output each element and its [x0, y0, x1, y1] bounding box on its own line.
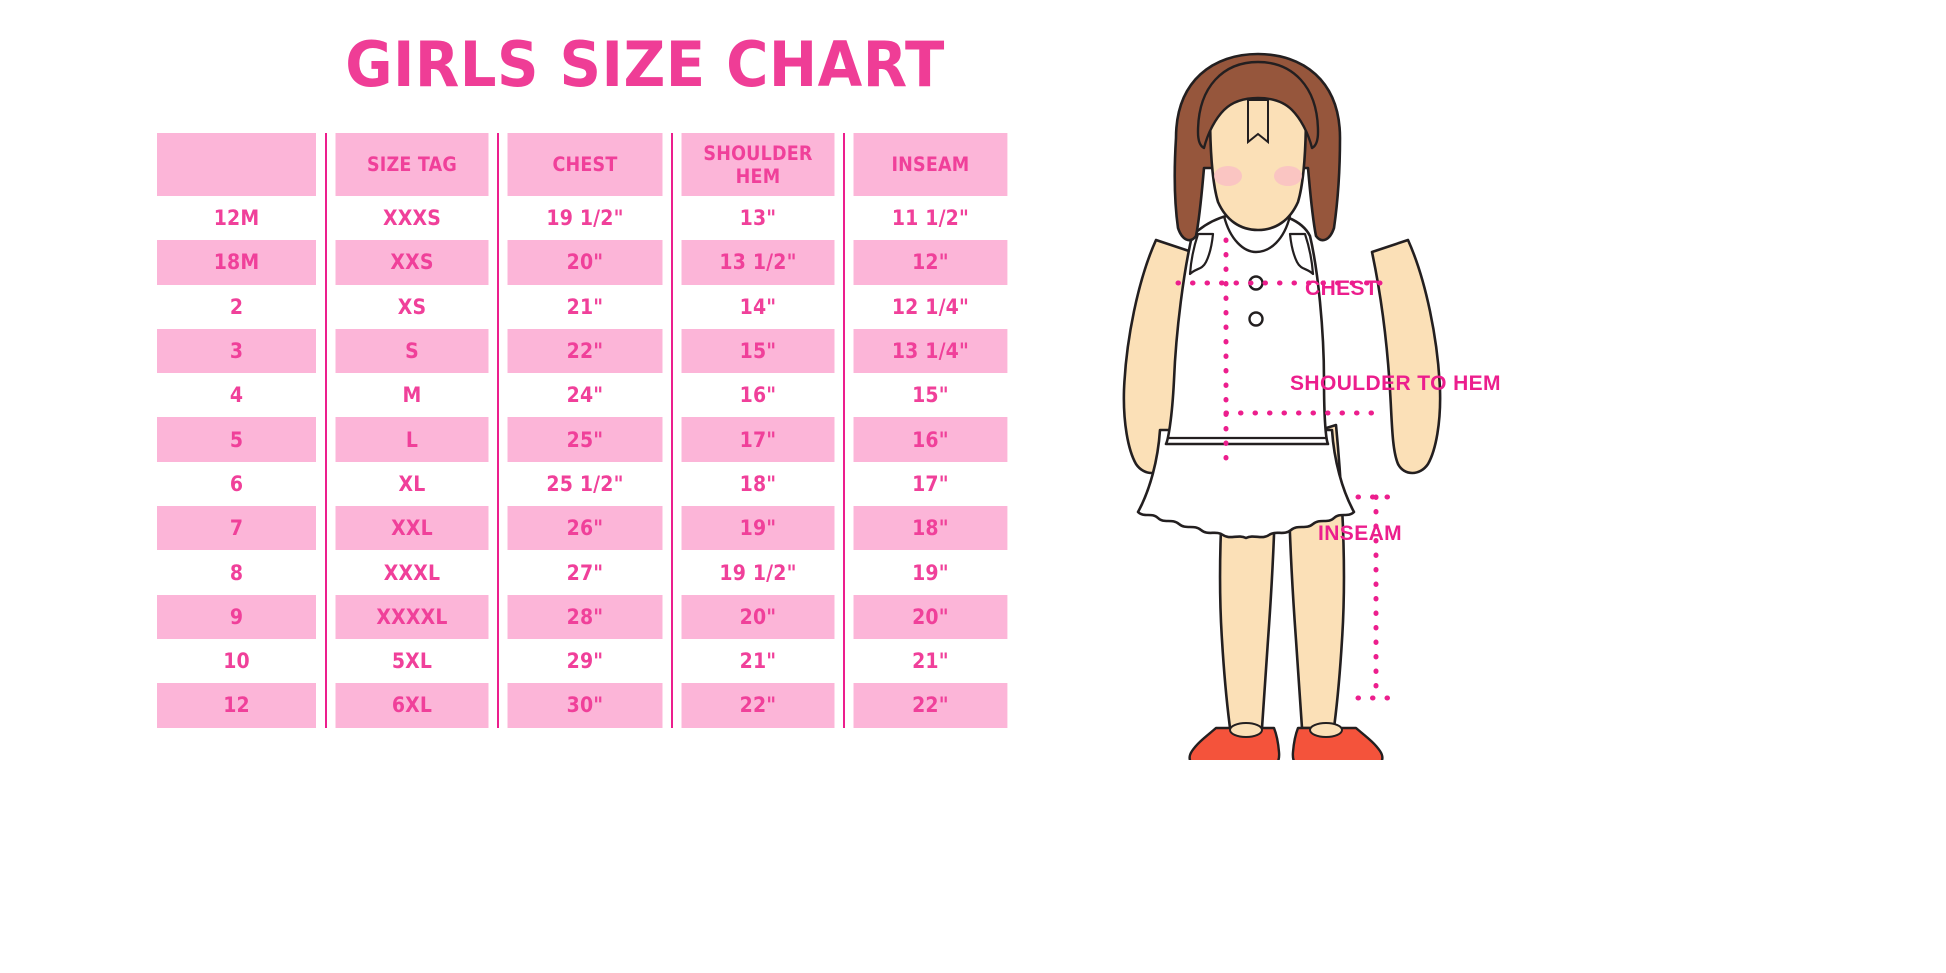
cell-size-tag: XXS [333, 240, 490, 285]
table-row: 6 XL 25 1/2" 18" 17" [148, 461, 1016, 507]
table-row: 12 6XL 30" 22" 22" [148, 683, 1016, 728]
cell-inseam: 12 1/4" [851, 284, 1008, 329]
cell-chest: 28" [505, 594, 664, 639]
table-row: 2 XS 21" 14" 12 1/4" [148, 284, 1016, 329]
cell-inseam: 21" [851, 638, 1008, 684]
column-header-size-tag: SIZE TAG [333, 133, 490, 196]
cell-inseam: 12" [851, 240, 1008, 285]
girl-figure-illustration [1080, 40, 1946, 771]
cell-chest: 29" [505, 638, 664, 684]
cell-size: 10 [156, 638, 318, 684]
cell-size: 3 [156, 328, 318, 374]
cell-size: 12M [156, 196, 318, 241]
table-header: SIZE TAG CHEST SHOULDER HEM INSEAM [148, 133, 1016, 196]
cell-size: 9 [156, 594, 318, 639]
label-inseam: INSEAM [1318, 522, 1403, 545]
cell-size-tag: S [333, 328, 490, 374]
size-chart-table-container: SIZE TAG CHEST SHOULDER HEM INSEAM 12M XXXS 1… [148, 133, 1016, 728]
cell-shoulder-hem: 16" [679, 373, 836, 418]
cell-shoulder-hem: 19 1/2" [679, 550, 836, 595]
cell-inseam: 19" [851, 550, 1008, 595]
cell-inseam: 22" [851, 683, 1008, 728]
cell-shoulder-hem: 14" [679, 284, 836, 329]
table-row: 9 XXXXL 28" 20" 20" [148, 594, 1016, 639]
arms-group [1122, 238, 1442, 475]
cell-shoulder-hem: 22" [679, 683, 836, 728]
cell-chest: 27" [505, 550, 664, 595]
cell-chest: 30" [505, 683, 664, 728]
cell-chest: 19 1/2" [505, 196, 664, 241]
cell-inseam: 11 1/2" [851, 196, 1008, 241]
cell-shoulder-hem: 20" [679, 594, 836, 639]
cell-chest: 24" [505, 373, 664, 418]
cell-inseam: 17" [851, 461, 1008, 507]
column-header-shoulder-hem: SHOULDER HEM [679, 133, 836, 196]
cell-size-tag: XXXS [333, 196, 490, 241]
cell-shoulder-hem: 15" [679, 328, 836, 374]
cell-size: 12 [156, 683, 318, 728]
table-row: 3 S 22" 15" 13 1/4" [148, 328, 1016, 374]
cell-size-tag: XS [333, 284, 490, 329]
column-header-chest: CHEST [505, 133, 664, 196]
cell-inseam: 16" [851, 417, 1008, 462]
top-shirt-group [1164, 210, 1330, 446]
cell-chest: 21" [505, 284, 664, 329]
label-chest: CHEST [1305, 277, 1379, 300]
cell-shoulder-hem: 17" [679, 417, 836, 462]
table-row: 12M XXXS 19 1/2" 13" 11 1/2" [148, 196, 1016, 241]
table-row: 10 5XL 29" 21" 21" [148, 638, 1016, 684]
cell-size: 2 [156, 284, 318, 329]
cell-inseam: 15" [851, 373, 1008, 418]
cell-chest: 26" [505, 506, 664, 551]
table-row: 5 L 25" 17" 16" [148, 417, 1016, 462]
skirt-group [1136, 428, 1356, 540]
cell-chest: 22" [505, 328, 664, 374]
cell-size: 6 [156, 461, 318, 507]
size-chart-table: SIZE TAG CHEST SHOULDER HEM INSEAM 12M XXXS 1… [148, 133, 1016, 728]
head-hair-group [1173, 52, 1342, 242]
table-header-row: SIZE TAG CHEST SHOULDER HEM INSEAM [148, 133, 1016, 196]
cell-size-tag: XXL [333, 506, 490, 551]
cell-size-tag: XXXXL [333, 594, 490, 639]
cell-shoulder-hem: 21" [679, 638, 836, 684]
table-row: 8 XXXL 27" 19 1/2" 19" [148, 550, 1016, 595]
cell-size: 4 [156, 373, 318, 418]
cell-shoulder-hem: 13 1/2" [679, 240, 836, 285]
table-body: 12M XXXS 19 1/2" 13" 11 1/2" 18M XXS 20" 13 1/2"… [148, 196, 1016, 728]
cell-shoulder-hem: 19" [679, 506, 836, 551]
cell-size: 18M [156, 240, 318, 285]
girl-figure-svg [1122, 52, 1442, 771]
cell-size: 7 [156, 506, 318, 551]
table-row: 4 M 24" 16" 15" [148, 373, 1016, 418]
cell-size-tag: L [333, 417, 490, 462]
cell-shoulder-hem: 13" [679, 196, 836, 241]
label-shoulder-to-hem: SHOULDER TO HEM [1290, 372, 1501, 395]
page-title: GIRLS SIZE CHART [345, 28, 945, 101]
cell-shoulder-hem: 18" [679, 461, 836, 507]
measurement-guides [1175, 237, 1393, 701]
cell-size: 5 [156, 417, 318, 462]
cell-chest: 25" [505, 417, 664, 462]
cell-chest: 25 1/2" [505, 461, 664, 507]
shoes-group [1188, 722, 1384, 771]
cell-size-tag: 5XL [333, 638, 490, 684]
cell-size-tag: M [333, 373, 490, 418]
cell-chest: 20" [505, 240, 664, 285]
cell-size-tag: XXXL [333, 550, 490, 595]
cell-inseam: 18" [851, 506, 1008, 551]
table-row: 18M XXS 20" 13 1/2" 12" [148, 240, 1016, 285]
cell-size-tag: XL [333, 461, 490, 507]
column-header-inseam: INSEAM [851, 133, 1008, 196]
cell-size-tag: 6XL [333, 683, 490, 728]
table-row: 7 XXL 26" 19" 18" [148, 506, 1016, 551]
cell-size: 8 [156, 550, 318, 595]
cell-inseam: 20" [851, 594, 1008, 639]
column-header-size [156, 133, 318, 196]
cell-inseam: 13 1/4" [851, 328, 1008, 374]
